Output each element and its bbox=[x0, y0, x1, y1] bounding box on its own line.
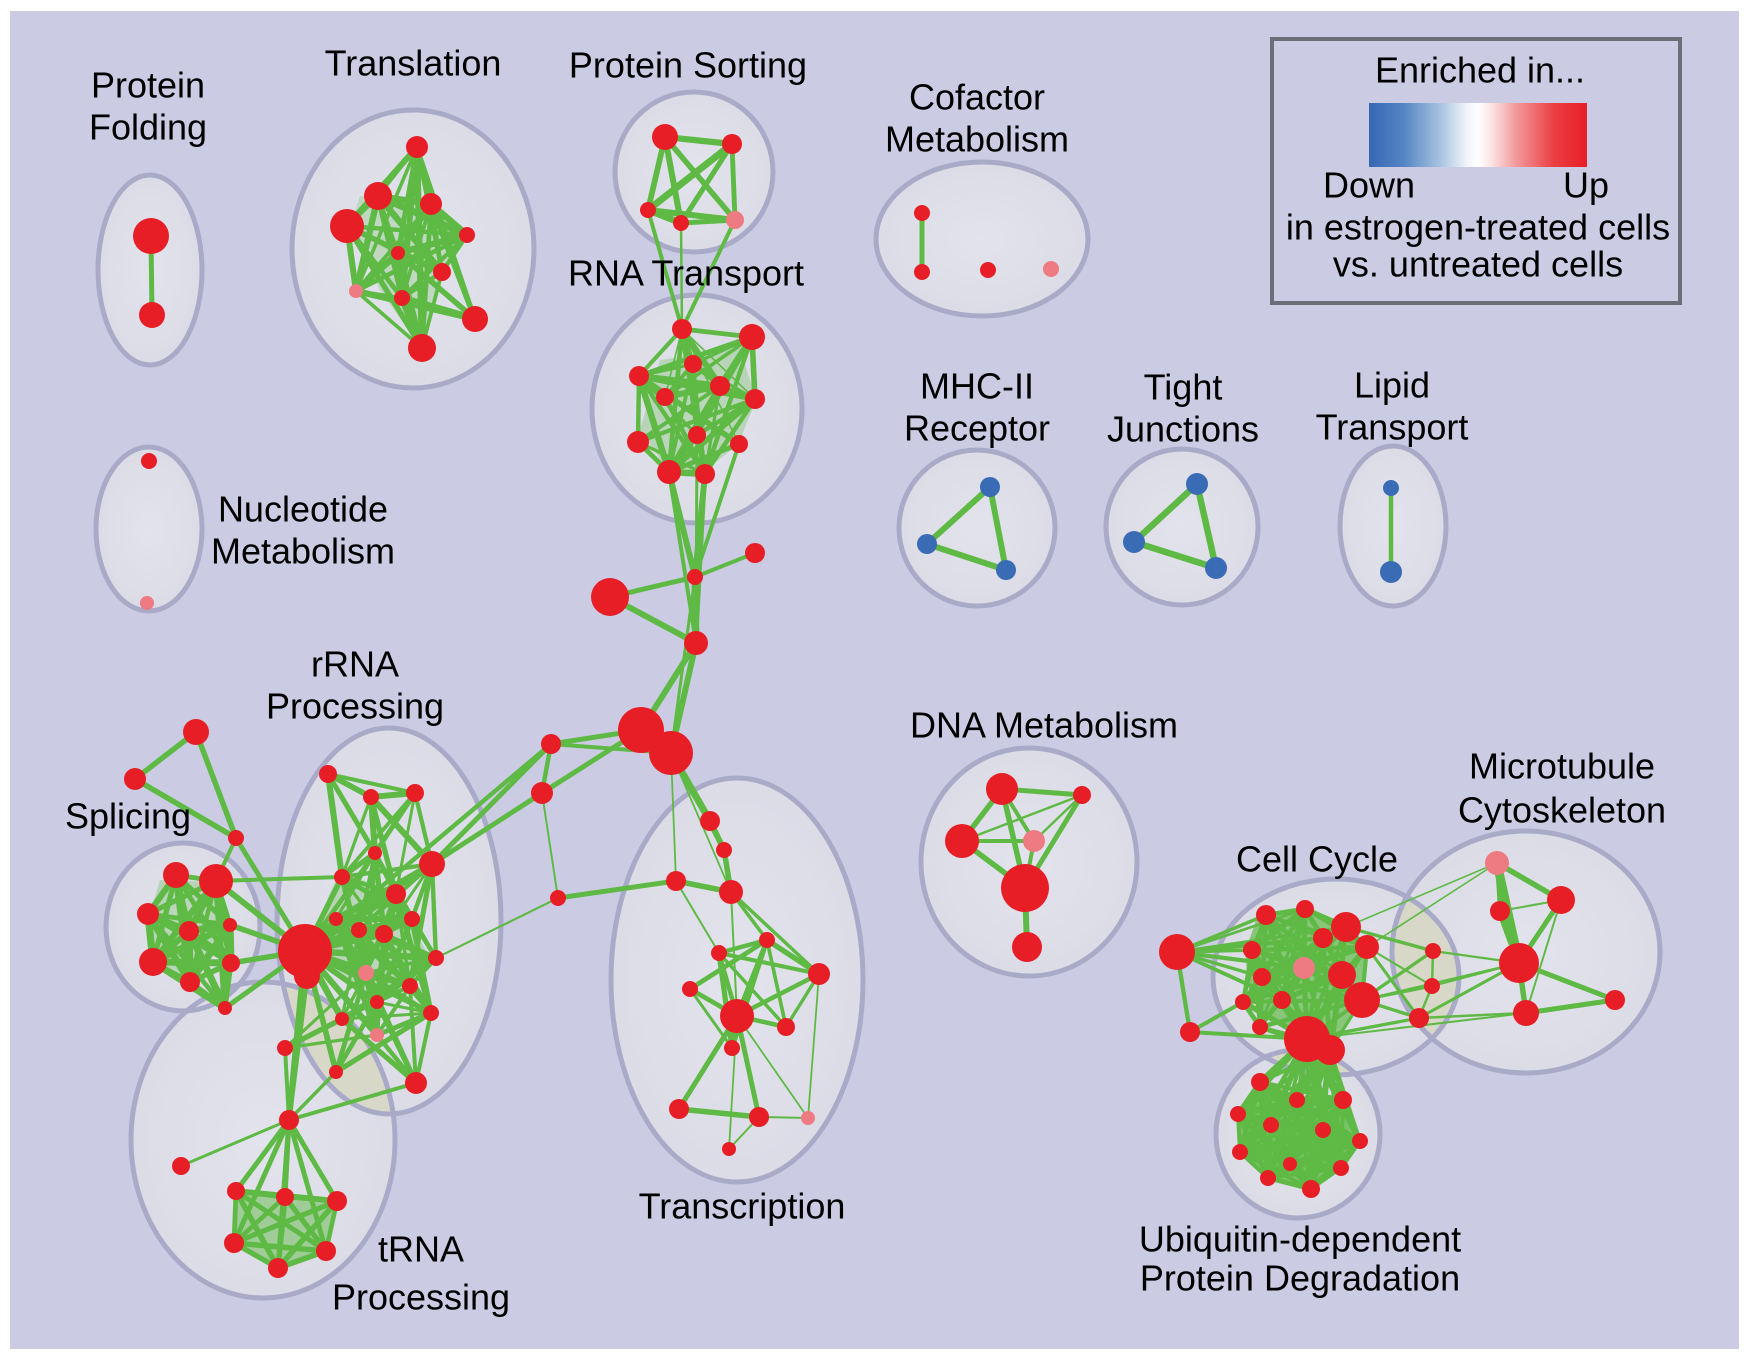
svg-text:in estrogen-treated cells: in estrogen-treated cells bbox=[1286, 207, 1670, 248]
svg-text:tRNA: tRNA bbox=[378, 1229, 464, 1270]
svg-text:Processing: Processing bbox=[266, 686, 444, 727]
svg-text:Protein: Protein bbox=[91, 65, 205, 106]
svg-text:rRNA: rRNA bbox=[311, 644, 399, 685]
svg-text:Translation: Translation bbox=[325, 43, 502, 84]
svg-text:Processing: Processing bbox=[332, 1277, 510, 1318]
svg-text:Cytoskeleton: Cytoskeleton bbox=[1458, 790, 1666, 831]
svg-text:Cell Cycle: Cell Cycle bbox=[1236, 839, 1398, 880]
svg-text:Cofactor: Cofactor bbox=[909, 77, 1045, 118]
svg-text:Lipid: Lipid bbox=[1354, 365, 1430, 406]
svg-text:Metabolism: Metabolism bbox=[885, 119, 1069, 160]
svg-text:Protein Sorting: Protein Sorting bbox=[569, 45, 807, 86]
svg-text:Microtubule: Microtubule bbox=[1469, 746, 1655, 787]
svg-text:Tight: Tight bbox=[1144, 367, 1223, 408]
svg-text:vs. untreated cells: vs. untreated cells bbox=[1333, 244, 1623, 285]
svg-text:Folding: Folding bbox=[89, 107, 207, 148]
svg-text:Splicing: Splicing bbox=[65, 796, 191, 837]
svg-text:Down: Down bbox=[1323, 165, 1415, 206]
svg-text:Up: Up bbox=[1563, 165, 1609, 206]
svg-text:Junctions: Junctions bbox=[1107, 409, 1259, 450]
svg-text:Transcription: Transcription bbox=[639, 1186, 846, 1227]
svg-text:Protein Degradation: Protein Degradation bbox=[1140, 1258, 1460, 1299]
svg-text:Ubiquitin-dependent: Ubiquitin-dependent bbox=[1139, 1219, 1461, 1260]
svg-text:Nucleotide: Nucleotide bbox=[218, 489, 388, 530]
svg-text:RNA Transport: RNA Transport bbox=[568, 253, 804, 294]
svg-text:Metabolism: Metabolism bbox=[211, 531, 395, 572]
svg-text:DNA Metabolism: DNA Metabolism bbox=[910, 705, 1178, 746]
svg-text:Transport: Transport bbox=[1316, 407, 1469, 448]
svg-text:Receptor: Receptor bbox=[904, 408, 1050, 449]
svg-text:MHC-II: MHC-II bbox=[920, 366, 1034, 407]
svg-text:Enriched in...: Enriched in... bbox=[1375, 50, 1585, 91]
